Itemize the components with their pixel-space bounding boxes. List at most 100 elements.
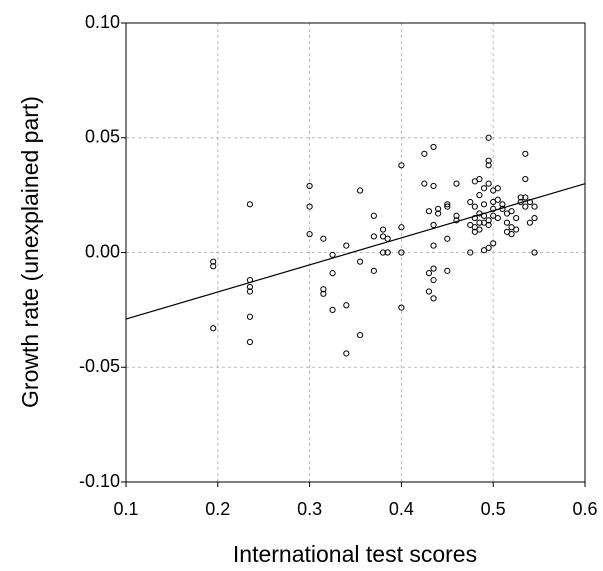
x-tick-label: 0.3 bbox=[297, 499, 322, 519]
point bbox=[306, 231, 313, 238]
point bbox=[384, 249, 391, 256]
point bbox=[485, 134, 492, 141]
point bbox=[379, 249, 387, 256]
x-axis-title: International test scores bbox=[233, 541, 477, 567]
point bbox=[370, 233, 377, 240]
point bbox=[444, 267, 451, 274]
point bbox=[499, 201, 506, 208]
point bbox=[430, 265, 437, 272]
point bbox=[210, 258, 217, 265]
point bbox=[485, 217, 492, 224]
point bbox=[508, 231, 515, 238]
point bbox=[494, 214, 501, 222]
point bbox=[522, 203, 529, 210]
point bbox=[522, 175, 529, 183]
point bbox=[513, 226, 520, 233]
point bbox=[246, 288, 254, 295]
point bbox=[370, 212, 377, 219]
point bbox=[246, 313, 254, 320]
point bbox=[531, 203, 538, 210]
point bbox=[430, 242, 437, 249]
point bbox=[398, 249, 405, 256]
point bbox=[476, 219, 483, 226]
fit-line bbox=[125, 183, 586, 320]
point bbox=[494, 196, 501, 203]
point bbox=[210, 325, 217, 332]
point bbox=[329, 306, 336, 313]
point bbox=[329, 270, 336, 277]
point bbox=[343, 350, 350, 357]
point bbox=[379, 226, 387, 233]
point bbox=[480, 185, 488, 192]
y-tick-label: 0.10 bbox=[85, 12, 120, 32]
point bbox=[421, 180, 428, 187]
point bbox=[430, 143, 437, 151]
point bbox=[453, 212, 460, 219]
point bbox=[444, 235, 451, 242]
point bbox=[246, 201, 254, 208]
x-tick-label: 0.2 bbox=[205, 499, 230, 519]
point bbox=[398, 224, 405, 231]
point bbox=[430, 276, 437, 284]
point bbox=[425, 208, 433, 215]
point bbox=[526, 219, 534, 226]
point bbox=[398, 162, 405, 169]
point bbox=[494, 185, 501, 192]
point bbox=[485, 157, 492, 164]
point bbox=[430, 182, 437, 190]
point bbox=[485, 180, 492, 187]
point bbox=[210, 263, 217, 270]
x-tick-label: 0.1 bbox=[113, 499, 138, 519]
point bbox=[246, 338, 254, 346]
point bbox=[444, 203, 451, 210]
y-tick-label: -0.05 bbox=[79, 356, 120, 376]
plot-frame bbox=[125, 22, 586, 483]
y-tick-label: 0.00 bbox=[85, 241, 120, 261]
point bbox=[485, 244, 492, 252]
point bbox=[356, 332, 364, 339]
x-tick-label: 0.4 bbox=[389, 499, 414, 519]
point bbox=[421, 150, 428, 157]
point bbox=[485, 162, 492, 169]
x-tick-label: 0.6 bbox=[572, 499, 597, 519]
point bbox=[476, 192, 483, 199]
point bbox=[425, 270, 433, 277]
x-tick-label: 0.5 bbox=[481, 499, 506, 519]
point bbox=[398, 304, 405, 311]
point bbox=[320, 290, 327, 297]
point bbox=[480, 201, 488, 208]
point bbox=[320, 286, 327, 293]
point bbox=[425, 288, 433, 295]
point bbox=[246, 283, 254, 291]
point bbox=[435, 210, 442, 217]
y-tick-label: -0.10 bbox=[79, 471, 120, 491]
point bbox=[343, 302, 350, 309]
point bbox=[444, 201, 451, 208]
point bbox=[467, 249, 474, 256]
point bbox=[467, 198, 474, 206]
point bbox=[522, 194, 529, 201]
point bbox=[435, 205, 442, 212]
point bbox=[306, 203, 313, 210]
point bbox=[476, 175, 483, 183]
point bbox=[430, 221, 437, 229]
point bbox=[531, 214, 538, 222]
point bbox=[503, 219, 511, 226]
point bbox=[508, 208, 515, 215]
y-tick-label: 0.05 bbox=[85, 127, 120, 147]
point bbox=[453, 180, 460, 187]
point bbox=[531, 249, 538, 256]
point bbox=[476, 226, 483, 233]
point bbox=[320, 235, 327, 242]
point bbox=[306, 182, 313, 190]
point bbox=[370, 267, 377, 274]
point bbox=[517, 194, 524, 201]
y-axis-title: Growth rate (unexplained part) bbox=[17, 96, 43, 408]
point bbox=[356, 258, 364, 265]
point bbox=[490, 240, 497, 247]
point bbox=[490, 205, 497, 212]
point bbox=[384, 235, 391, 242]
point bbox=[522, 150, 529, 157]
